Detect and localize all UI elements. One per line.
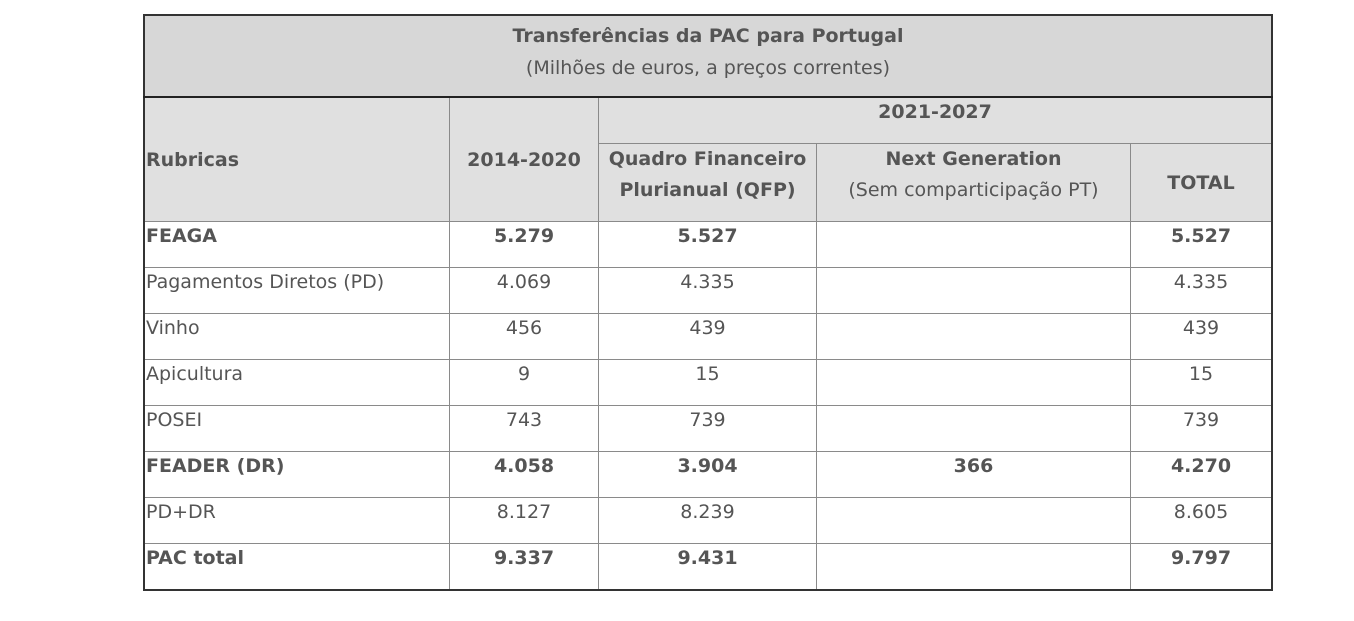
- value-next-generation: [816, 405, 1131, 452]
- table-row: PD+DR 8.127 8.239 8.605: [143, 497, 1273, 544]
- header-next-generation: Next Generation (Sem comparticipação PT): [816, 143, 1131, 222]
- value-2014-2020: 5.279: [449, 221, 599, 268]
- table-row: FEADER (DR) 4.058 3.904 366 4.270: [143, 451, 1273, 498]
- table-title: Transferências da PAC para Portugal (Mil…: [143, 14, 1273, 98]
- value-total: 8.605: [1130, 497, 1273, 544]
- table-row: POSEI 743 739 739: [143, 405, 1273, 452]
- row-label: FEADER (DR): [143, 451, 450, 498]
- header-total: TOTAL: [1130, 143, 1273, 222]
- header-2014-2020: 2014-2020: [449, 96, 599, 222]
- value-total: 4.270: [1130, 451, 1273, 498]
- row-label: PAC total: [143, 543, 450, 591]
- value-2014-2020: 9: [449, 359, 599, 406]
- row-label: FEAGA: [143, 221, 450, 268]
- value-qfp: 8.239: [598, 497, 817, 544]
- value-qfp: 5.527: [598, 221, 817, 268]
- value-2014-2020: 456: [449, 313, 599, 360]
- value-next-generation: [816, 543, 1131, 591]
- value-next-generation: [816, 313, 1131, 360]
- value-2014-2020: 743: [449, 405, 599, 452]
- value-qfp: 3.904: [598, 451, 817, 498]
- value-qfp: 15: [598, 359, 817, 406]
- value-next-generation: [816, 359, 1131, 406]
- value-qfp: 439: [598, 313, 817, 360]
- header-2021-2027: 2021-2027: [598, 96, 1273, 144]
- value-2014-2020: 4.069: [449, 267, 599, 314]
- value-2014-2020: 4.058: [449, 451, 599, 498]
- value-total: 9.797: [1130, 543, 1273, 591]
- value-total: 15: [1130, 359, 1273, 406]
- row-label: Vinho: [143, 313, 450, 360]
- value-qfp: 9.431: [598, 543, 817, 591]
- value-total: 439: [1130, 313, 1273, 360]
- value-next-generation: [816, 221, 1131, 268]
- value-2014-2020: 9.337: [449, 543, 599, 591]
- value-next-generation: [816, 497, 1131, 544]
- header-ng-line1: Next Generation: [885, 148, 1062, 170]
- row-label: Pagamentos Diretos (PD): [143, 267, 450, 314]
- row-label: Apicultura: [143, 359, 450, 406]
- row-label: POSEI: [143, 405, 450, 452]
- title: Transferências da PAC para Portugal: [512, 25, 904, 47]
- header-ng-line2: (Sem comparticipação PT): [848, 179, 1099, 201]
- value-total: 4.335: [1130, 267, 1273, 314]
- value-qfp: 739: [598, 405, 817, 452]
- table-row: Pagamentos Diretos (PD) 4.069 4.335 4.335: [143, 267, 1273, 314]
- value-total: 5.527: [1130, 221, 1273, 268]
- value-total: 739: [1130, 405, 1273, 452]
- header-qfp-line1: Quadro Financeiro: [608, 148, 807, 170]
- value-qfp: 4.335: [598, 267, 817, 314]
- header-qfp: Quadro Financeiro Plurianual (QFP): [598, 143, 817, 222]
- table-row: Apicultura 9 15 15: [143, 359, 1273, 406]
- pac-transfers-table: Transferências da PAC para Portugal (Mil…: [143, 14, 1273, 591]
- table-row: FEAGA 5.279 5.527 5.527: [143, 221, 1273, 268]
- table-row: PAC total 9.337 9.431 9.797: [143, 543, 1273, 591]
- table-row: Vinho 456 439 439: [143, 313, 1273, 360]
- value-next-generation: 366: [816, 451, 1131, 498]
- subtitle: (Milhões de euros, a preços correntes): [525, 57, 891, 79]
- value-next-generation: [816, 267, 1131, 314]
- row-label: PD+DR: [143, 497, 450, 544]
- header-rubricas: Rubricas: [143, 96, 450, 222]
- header-qfp-line2: Plurianual (QFP): [619, 179, 796, 201]
- value-2014-2020: 8.127: [449, 497, 599, 544]
